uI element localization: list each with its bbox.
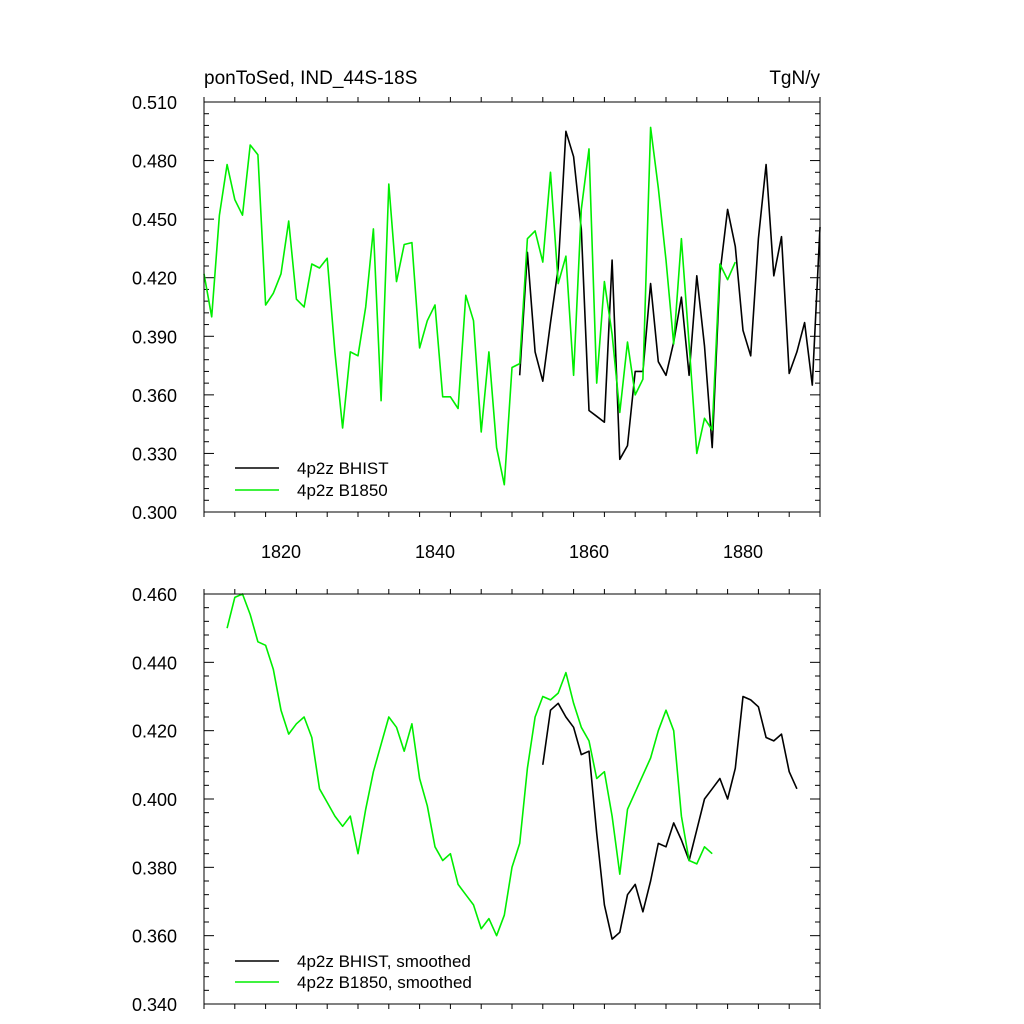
y-tick-label: 0.480 <box>132 152 177 172</box>
y-tick-label: 0.380 <box>132 858 177 878</box>
chart-title: ponToSed, IND_44S-18S <box>204 68 417 89</box>
y-tick-label: 0.440 <box>132 653 177 673</box>
x-tick-label: 1880 <box>723 542 763 562</box>
legend-label-b1850-smoothed: 4p2z B1850, smoothed <box>297 973 472 992</box>
y-tick-label: 0.330 <box>132 444 177 464</box>
units-label: TgN/y <box>769 68 820 89</box>
y-tick-label: 0.390 <box>132 327 177 347</box>
bottom-series-4p2z-bhist-smoothed <box>542 695 798 940</box>
y-tick-label: 0.360 <box>132 927 177 947</box>
y-tick-label: 0.360 <box>132 386 177 406</box>
legend-label-b1850: 4p2z B1850 <box>297 481 388 500</box>
top-axes-ticks: 0.300 0.330 0.360 0.390 0.420 0.450 0.480 0.510… <box>132 93 821 562</box>
y-tick-label: 0.450 <box>132 210 177 230</box>
top-series-4p2z-b1850 <box>203 126 737 486</box>
bottom-panel: 0.340 0.360 0.380 0.400 0.420 0.440 0.460 4p2z… <box>132 585 821 1015</box>
y-tick-label: 0.300 <box>132 503 177 523</box>
bottom-axes-ticks: 0.340 0.360 0.380 0.400 0.420 0.440 0.460 <box>132 585 821 1015</box>
y-tick-label: 0.340 <box>132 995 177 1015</box>
bottom-series-4p2z-b1850-smoothed <box>226 593 713 937</box>
bottom-plot-frame <box>203 593 821 1005</box>
y-tick-label: 0.460 <box>132 585 177 605</box>
legend-label-bhist-smoothed: 4p2z BHIST, smoothed <box>297 952 471 971</box>
legend-label-bhist: 4p2z BHIST <box>297 459 389 478</box>
x-tick-label: 1860 <box>569 542 609 562</box>
y-tick-label: 0.420 <box>132 269 177 289</box>
y-tick-label: 0.420 <box>132 722 177 742</box>
top-panel: ponToSed, IND_44S-18S TgN/y 0.3000.3300.… <box>132 68 821 562</box>
bottom-plot-area <box>226 593 798 940</box>
bottom-legend: 4p2z BHIST, smoothed 4p2z B1850, smoothe… <box>235 952 472 992</box>
top-legend: 4p2z BHIST 4p2z B1850 <box>235 459 389 500</box>
top-series-4p2z-bhist <box>518 130 821 461</box>
x-tick-label: 1820 <box>261 542 301 562</box>
top-plot-frame <box>203 101 821 513</box>
top-plot-area <box>203 126 821 486</box>
y-tick-label: 0.510 <box>132 93 177 113</box>
y-tick-label: 0.400 <box>132 790 177 810</box>
x-tick-label: 1840 <box>415 542 455 562</box>
